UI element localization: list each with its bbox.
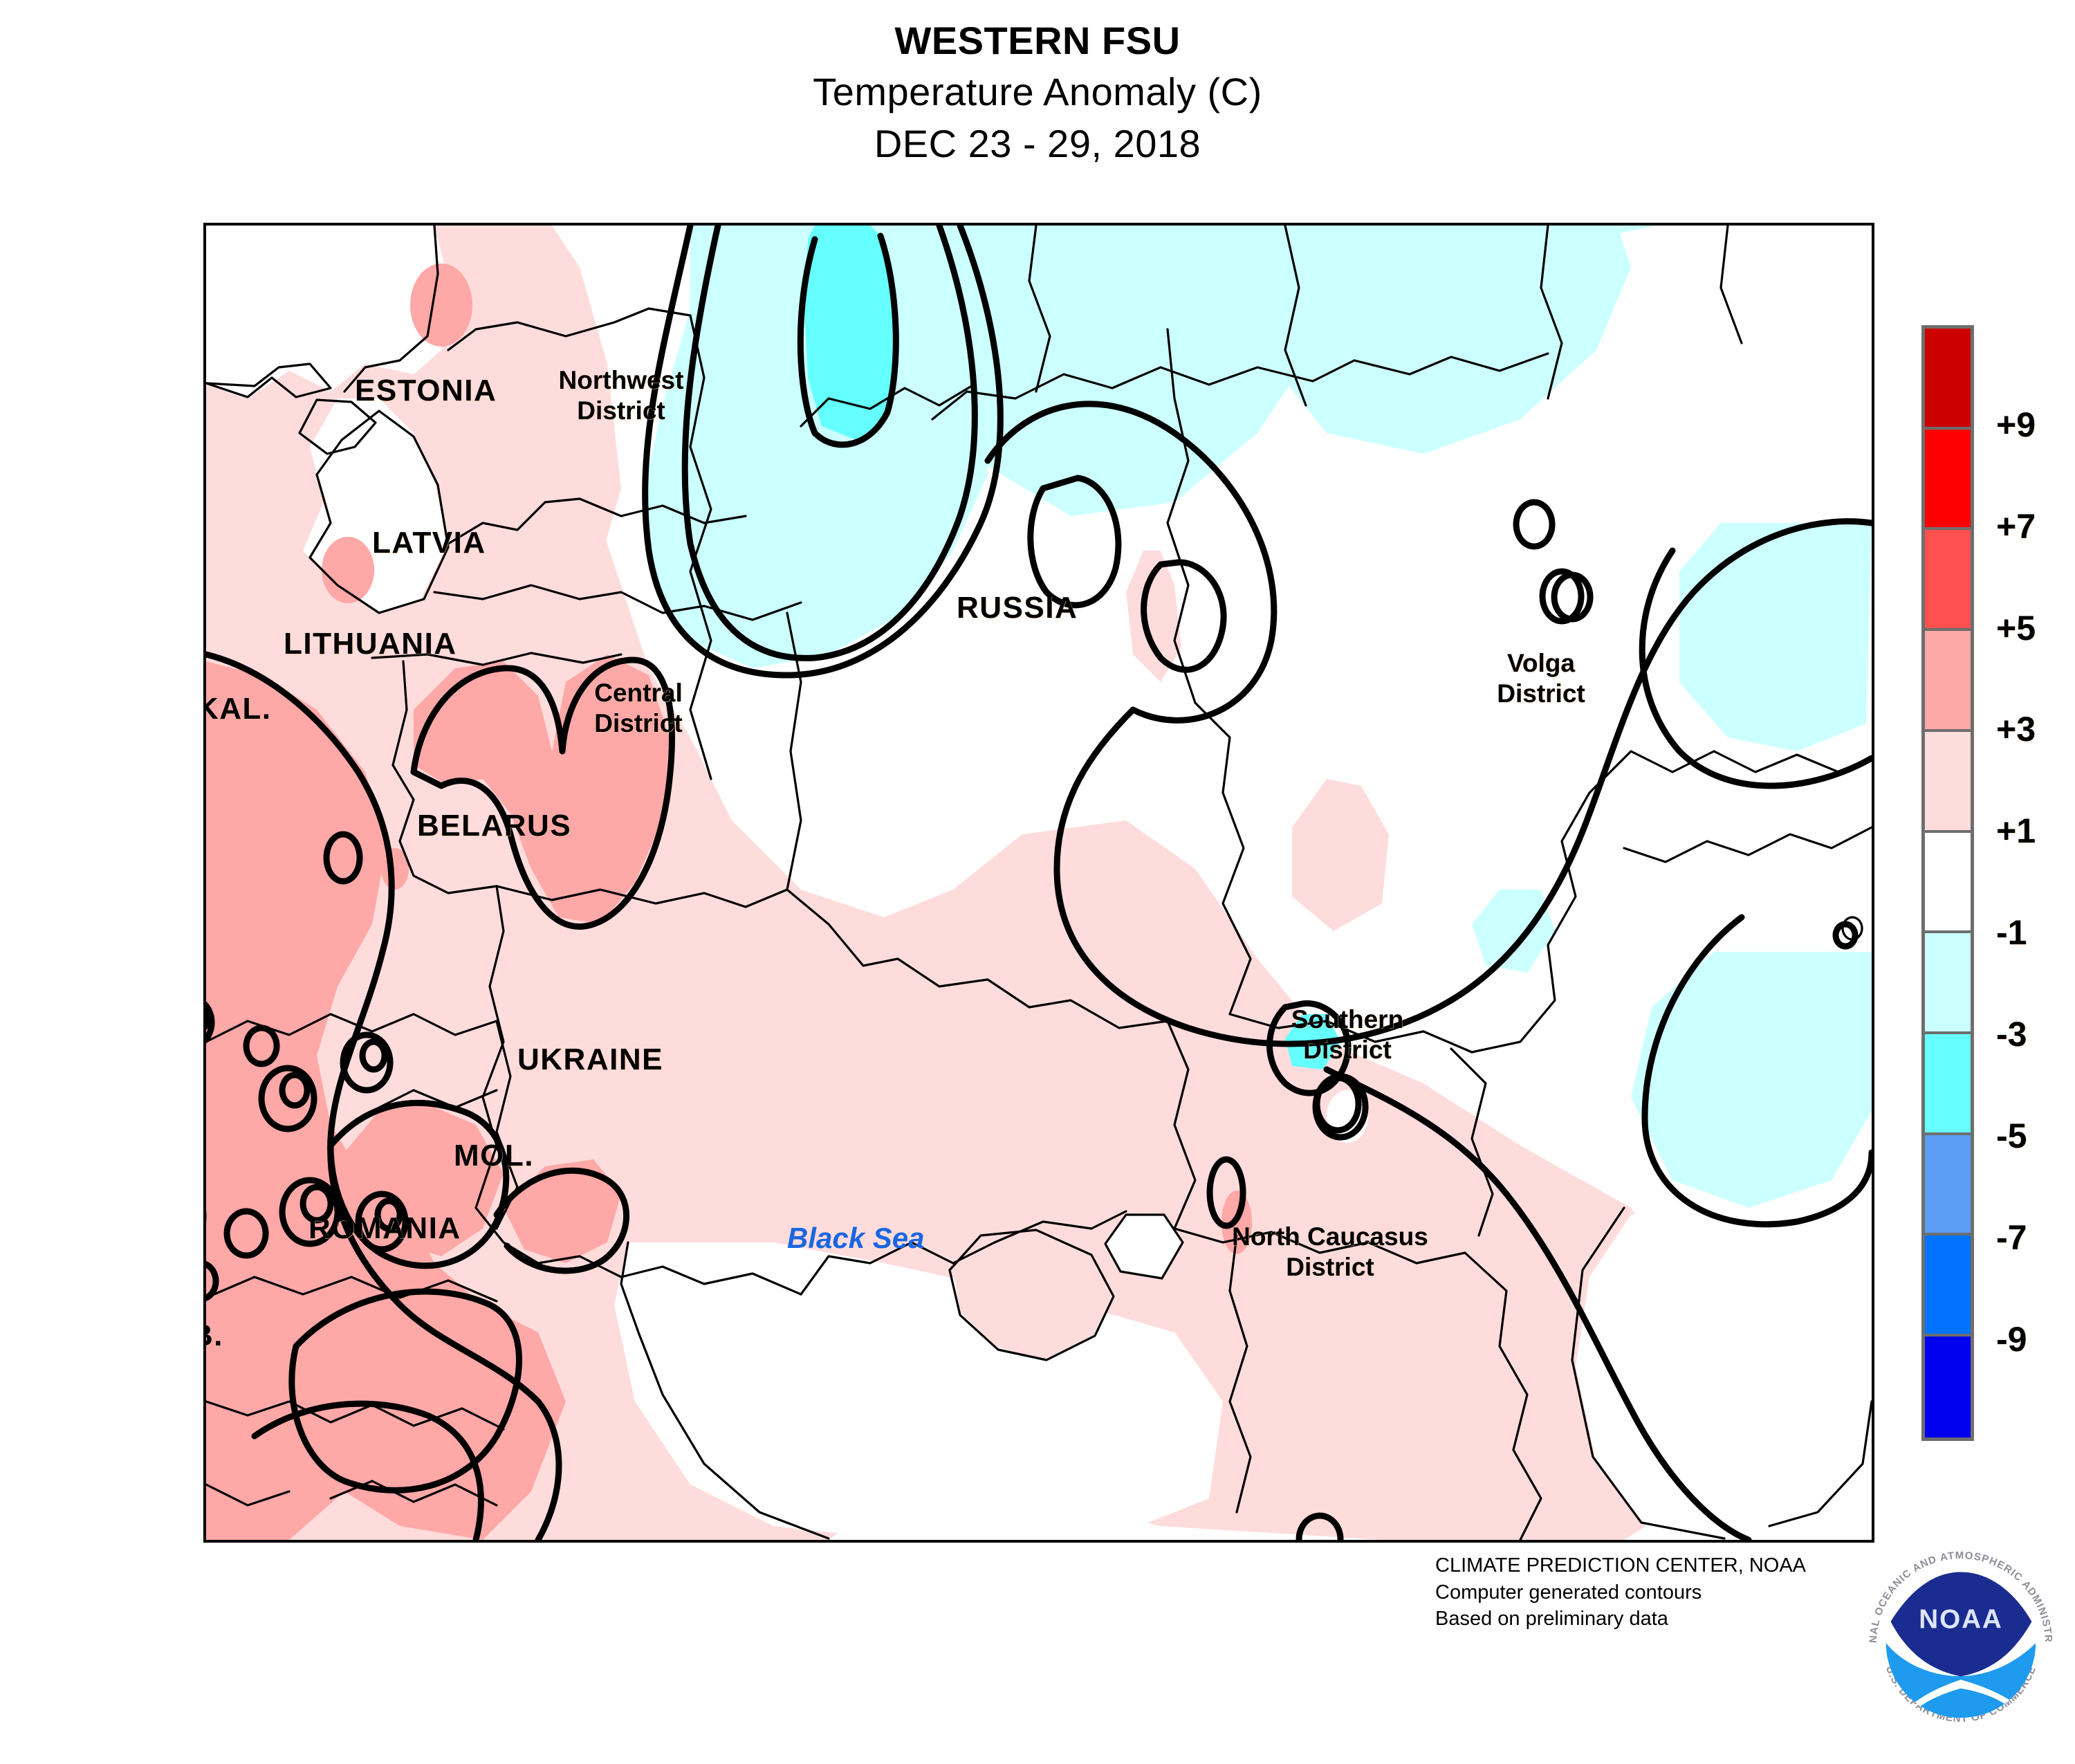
label-southern-district: Southern District — [1291, 1004, 1403, 1065]
credit-line-method: Computer generated contours — [1435, 1581, 1702, 1604]
colorbar-tick: +7 — [1996, 507, 2036, 546]
label-kaliningrad: KAL. — [203, 692, 272, 726]
logo-triangle — [1890, 1572, 2032, 1677]
label-estonia: ESTONIA — [355, 374, 497, 407]
colorbar-tick: +1 — [1996, 811, 2036, 850]
map-contour-svg — [206, 226, 1872, 1540]
colorbar-band — [1925, 1033, 1971, 1135]
crimea-fill — [953, 1229, 1112, 1360]
colorbar-tick: -5 — [1996, 1117, 2027, 1155]
colorbar-tick: -1 — [1996, 913, 2027, 952]
district-line1: North Caucasus — [1232, 1222, 1428, 1251]
label-northwest-district: Northwest District — [559, 365, 684, 425]
colorbar-band — [1925, 731, 1971, 833]
band-minus1-minus3-ne — [967, 226, 1327, 516]
colorbar-tick: +9 — [1996, 405, 2036, 444]
title-block: WESTERN FSU Temperature Anomaly (C) DEC … — [0, 0, 2075, 169]
label-black-sea: Black Sea — [787, 1222, 925, 1254]
label-russia: RUSSIA — [957, 591, 1078, 625]
label-moldova: MOL. — [454, 1139, 534, 1173]
band-plus3-plus5-ua-sw — [504, 1159, 621, 1263]
label-romania: ROMANIA — [308, 1211, 461, 1245]
colorbar-band — [1925, 1235, 1971, 1337]
sea-white-baltic — [206, 226, 445, 398]
title-subtitle: Temperature Anomaly (C) — [813, 70, 1262, 114]
band-plus3-plus5-oval-latvia — [322, 537, 375, 603]
label-latvia: LATVIA — [372, 526, 486, 560]
label-volga-district: Volga District — [1497, 648, 1585, 708]
colorbar-tick: -7 — [1996, 1218, 2027, 1257]
district-line2: District — [1286, 1252, 1374, 1281]
logo-center-text: NOAA — [1919, 1605, 2003, 1635]
label-central-district: Central District — [594, 678, 682, 738]
district-line2: District — [1497, 679, 1585, 708]
colorbar-band — [1925, 933, 1971, 1034]
district-line2: District — [577, 396, 665, 425]
colorbar-tick: -3 — [1996, 1015, 2027, 1054]
colorbar-band — [1925, 1336, 1971, 1437]
band-minus3-minus5-blob — [804, 226, 898, 440]
district-line1: Northwest — [558, 366, 684, 394]
page-title: WESTERN FSU — [894, 19, 1181, 62]
label-ukraine: UKRAINE — [517, 1042, 663, 1076]
band-plus1-plus3-tongue2 — [1292, 779, 1389, 931]
credit-line-data: Based on preliminary data — [1435, 1608, 1668, 1630]
credits-block: CLIMATE PREDICTION CENTER, NOAA Computer… — [1435, 1552, 1806, 1633]
band-plus3-plus5-oval-estonia — [410, 264, 473, 347]
colorbar[interactable] — [1921, 325, 1974, 1441]
band-plus1-plus3-tongue1 — [1126, 551, 1181, 682]
colorbar-band — [1925, 530, 1971, 632]
colorbar-tick: +3 — [1996, 710, 2036, 748]
colorbar-ticks: +9 +7 +5 +3 +1 -1 -3 -5 -7 -9 — [1996, 325, 2075, 1441]
credit-line-agency: CLIMATE PREDICTION CENTER, NOAA — [1435, 1554, 1807, 1577]
district-line2: District — [594, 708, 683, 737]
district-line1: Southern — [1291, 1005, 1404, 1033]
band-minus1-minus3-east — [1679, 523, 1872, 751]
label-lithuania: LITHUANIA — [284, 627, 457, 661]
anomaly-map[interactable]: ESTONIA LATVIA LITHUANIA KAL. BELARUS UK… — [203, 223, 1874, 1543]
band-minus1-minus3-east2 — [1631, 952, 1872, 1208]
colorbar-tick: -9 — [1996, 1320, 2027, 1359]
colorbar-band — [1925, 329, 1971, 430]
colorbar-band — [1925, 429, 1971, 531]
contour-lines-heavy — [206, 226, 1872, 1540]
district-line2: District — [1303, 1035, 1392, 1064]
band-plus3-plus5-moldova — [344, 1104, 504, 1256]
noaa-logo: NATIONAL OCEANIC AND ATMOSPHERIC ADMINIS… — [1861, 1543, 2054, 1734]
title-period: DEC 23 - 29, 2018 — [874, 121, 1201, 165]
political-borders — [206, 226, 1872, 1540]
sea-azov — [1105, 1215, 1181, 1277]
label-bulgaria: B. — [206, 1319, 223, 1352]
band-plus1-plus3-baltic — [434, 226, 621, 585]
sea-caspian — [1576, 1201, 1872, 1540]
band-minus1-minus3-east3 — [1472, 890, 1555, 973]
label-belarus: BELARUS — [417, 809, 572, 843]
colorbar-band — [1925, 1134, 1971, 1236]
label-north-caucasus-district: North Caucasus District — [1232, 1222, 1428, 1282]
colorbar-band — [1925, 832, 1971, 934]
district-line1: Central — [594, 679, 683, 707]
colorbar-band — [1925, 631, 1971, 732]
district-line1: Volga — [1506, 649, 1575, 677]
colorbar-tick: +5 — [1996, 609, 2036, 647]
band-plus3-plus5-belarus — [414, 654, 670, 924]
